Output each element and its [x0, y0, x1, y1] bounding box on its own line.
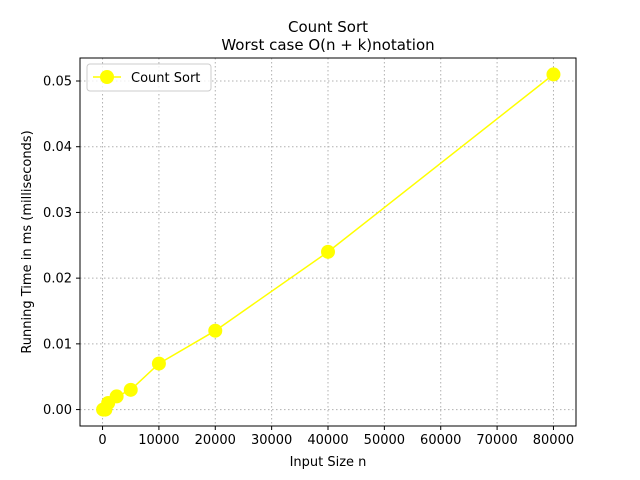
x-tick-label: 20000 [195, 433, 236, 448]
data-point [321, 244, 335, 259]
y-tick-label: 0.05 [43, 75, 72, 90]
x-tick-label: 70000 [476, 433, 517, 448]
data-point [109, 389, 124, 404]
y-tick-label: 0.01 [43, 337, 72, 352]
data-point [123, 382, 138, 397]
legend-box [86, 63, 212, 92]
legend-label: Count Sort [131, 71, 200, 86]
x-tick-label: 40000 [307, 433, 348, 448]
x-tick-label: 80000 [533, 433, 574, 448]
grid [80, 58, 576, 426]
chart-subtitle: Worst case O(n + k)notation [221, 36, 434, 54]
data-point [208, 323, 223, 338]
chart-title: Count Sort [288, 18, 368, 36]
y-tick-label: 0.00 [43, 403, 72, 418]
plot-frame [79, 57, 577, 427]
data-point [546, 67, 561, 82]
series-layer [96, 67, 561, 417]
x-tick-label: 50000 [364, 433, 405, 448]
y-tick-label: 0.03 [43, 206, 72, 221]
x-tick-label: 10000 [138, 433, 179, 448]
y-axis-title: Running Time in ms (milliseconds) [20, 130, 35, 353]
x-axis-ticks: 0 10000 20000 30000 40000 50000 60000 70000 8000… [98, 426, 574, 448]
legend: Count Sort [86, 63, 212, 92]
y-tick-label: 0.04 [43, 140, 72, 155]
x-tick-label: 30000 [251, 433, 292, 448]
y-axis-ticks: 0.00 0.01 0.02 0.03 0.04 0.05 [43, 75, 80, 418]
y-tick-label: 0.02 [43, 272, 72, 287]
x-axis-title: Input Size n [290, 455, 367, 470]
data-point [151, 356, 166, 371]
x-tick-label: 0 [98, 433, 106, 448]
x-tick-label: 60000 [420, 433, 461, 448]
legend-marker [100, 70, 114, 84]
